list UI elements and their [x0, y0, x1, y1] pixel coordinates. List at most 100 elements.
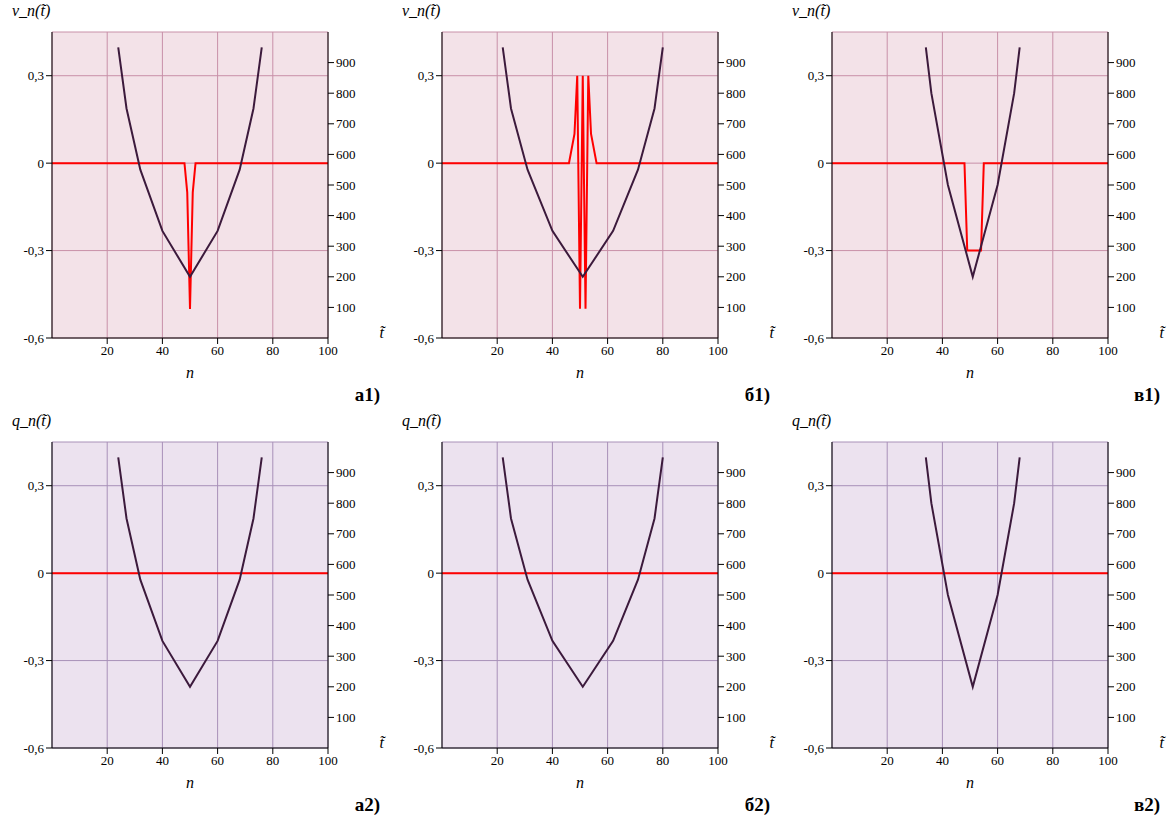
svg-text:80: 80 — [656, 753, 669, 768]
svg-text:t̃: t̃ — [380, 734, 387, 751]
svg-text:200: 200 — [1116, 679, 1136, 694]
svg-text:700: 700 — [336, 526, 356, 541]
svg-text:20: 20 — [881, 753, 894, 768]
svg-text:n: n — [966, 774, 974, 791]
svg-text:0: 0 — [818, 566, 825, 581]
svg-text:n: n — [186, 364, 194, 381]
svg-text:0,3: 0,3 — [418, 478, 434, 493]
svg-text:0,3: 0,3 — [418, 68, 434, 83]
svg-text:t̃: t̃ — [1160, 324, 1167, 341]
svg-text:-0,3: -0,3 — [23, 243, 44, 258]
svg-text:800: 800 — [1116, 496, 1136, 511]
svg-text:100: 100 — [1098, 343, 1118, 358]
svg-text:20: 20 — [101, 753, 114, 768]
svg-text:40: 40 — [936, 343, 949, 358]
svg-text:100: 100 — [726, 300, 746, 315]
svg-text:400: 400 — [1116, 208, 1136, 223]
svg-text:600: 600 — [726, 147, 746, 162]
svg-text:-0,6: -0,6 — [413, 741, 434, 756]
svg-text:80: 80 — [656, 343, 669, 358]
svg-text:-0,3: -0,3 — [803, 243, 824, 258]
svg-text:60: 60 — [991, 343, 1004, 358]
svg-text:40: 40 — [936, 753, 949, 768]
svg-text:0: 0 — [428, 566, 435, 581]
svg-text:n: n — [186, 774, 194, 791]
svg-text:900: 900 — [1116, 55, 1136, 70]
svg-text:80: 80 — [1046, 753, 1059, 768]
svg-text:-0,3: -0,3 — [803, 653, 824, 668]
svg-text:0: 0 — [38, 566, 45, 581]
svg-text:900: 900 — [336, 55, 356, 70]
svg-text:n: n — [576, 364, 584, 381]
svg-text:100: 100 — [336, 710, 356, 725]
svg-text:0,3: 0,3 — [808, 68, 824, 83]
svg-text:-0,6: -0,6 — [803, 331, 824, 346]
svg-text:700: 700 — [1116, 116, 1136, 131]
svg-text:700: 700 — [726, 526, 746, 541]
svg-text:500: 500 — [1116, 178, 1136, 193]
svg-text:t̃: t̃ — [380, 324, 387, 341]
svg-text:500: 500 — [726, 588, 746, 603]
svg-text:100: 100 — [1116, 710, 1136, 725]
svg-text:300: 300 — [336, 239, 356, 254]
svg-text:0: 0 — [818, 156, 825, 171]
svg-text:400: 400 — [726, 618, 746, 633]
svg-text:600: 600 — [336, 557, 356, 572]
svg-text:80: 80 — [266, 343, 279, 358]
svg-text:100: 100 — [318, 343, 338, 358]
svg-text:600: 600 — [726, 557, 746, 572]
svg-text:0: 0 — [38, 156, 45, 171]
svg-text:700: 700 — [336, 116, 356, 131]
svg-text:600: 600 — [336, 147, 356, 162]
svg-text:400: 400 — [726, 208, 746, 223]
svg-text:0: 0 — [428, 156, 435, 171]
svg-text:n: n — [966, 364, 974, 381]
svg-text:400: 400 — [1116, 618, 1136, 633]
svg-text:300: 300 — [726, 649, 746, 664]
svg-text:800: 800 — [726, 86, 746, 101]
svg-text:0,3: 0,3 — [808, 478, 824, 493]
svg-text:600: 600 — [1116, 557, 1136, 572]
svg-text:0,3: 0,3 — [28, 68, 44, 83]
svg-text:40: 40 — [546, 753, 559, 768]
svg-text:80: 80 — [1046, 343, 1059, 358]
svg-text:500: 500 — [1116, 588, 1136, 603]
svg-text:900: 900 — [726, 465, 746, 480]
svg-text:500: 500 — [336, 178, 356, 193]
svg-text:900: 900 — [1116, 465, 1136, 480]
svg-text:700: 700 — [1116, 526, 1136, 541]
svg-text:60: 60 — [211, 753, 224, 768]
svg-text:-0,3: -0,3 — [413, 653, 434, 668]
svg-text:900: 900 — [726, 55, 746, 70]
svg-text:900: 900 — [336, 465, 356, 480]
svg-text:-0,6: -0,6 — [23, 741, 44, 756]
svg-text:600: 600 — [1116, 147, 1136, 162]
svg-text:800: 800 — [336, 86, 356, 101]
svg-text:-0,6: -0,6 — [23, 331, 44, 346]
svg-text:60: 60 — [601, 753, 614, 768]
svg-text:100: 100 — [336, 300, 356, 315]
svg-text:40: 40 — [156, 343, 169, 358]
svg-text:100: 100 — [708, 753, 728, 768]
svg-text:400: 400 — [336, 618, 356, 633]
svg-text:20: 20 — [491, 343, 504, 358]
svg-text:200: 200 — [726, 679, 746, 694]
svg-text:200: 200 — [336, 269, 356, 284]
svg-text:800: 800 — [1116, 86, 1136, 101]
svg-text:-0,6: -0,6 — [413, 331, 434, 346]
svg-text:800: 800 — [336, 496, 356, 511]
svg-text:20: 20 — [101, 343, 114, 358]
svg-text:400: 400 — [336, 208, 356, 223]
svg-text:200: 200 — [1116, 269, 1136, 284]
svg-text:-0,6: -0,6 — [803, 741, 824, 756]
svg-text:300: 300 — [726, 239, 746, 254]
svg-text:500: 500 — [336, 588, 356, 603]
svg-text:40: 40 — [546, 343, 559, 358]
svg-text:200: 200 — [726, 269, 746, 284]
svg-text:-0,3: -0,3 — [413, 243, 434, 258]
svg-text:20: 20 — [491, 753, 504, 768]
svg-text:200: 200 — [336, 679, 356, 694]
svg-text:40: 40 — [156, 753, 169, 768]
svg-text:t̃: t̃ — [770, 324, 777, 341]
svg-text:60: 60 — [991, 753, 1004, 768]
